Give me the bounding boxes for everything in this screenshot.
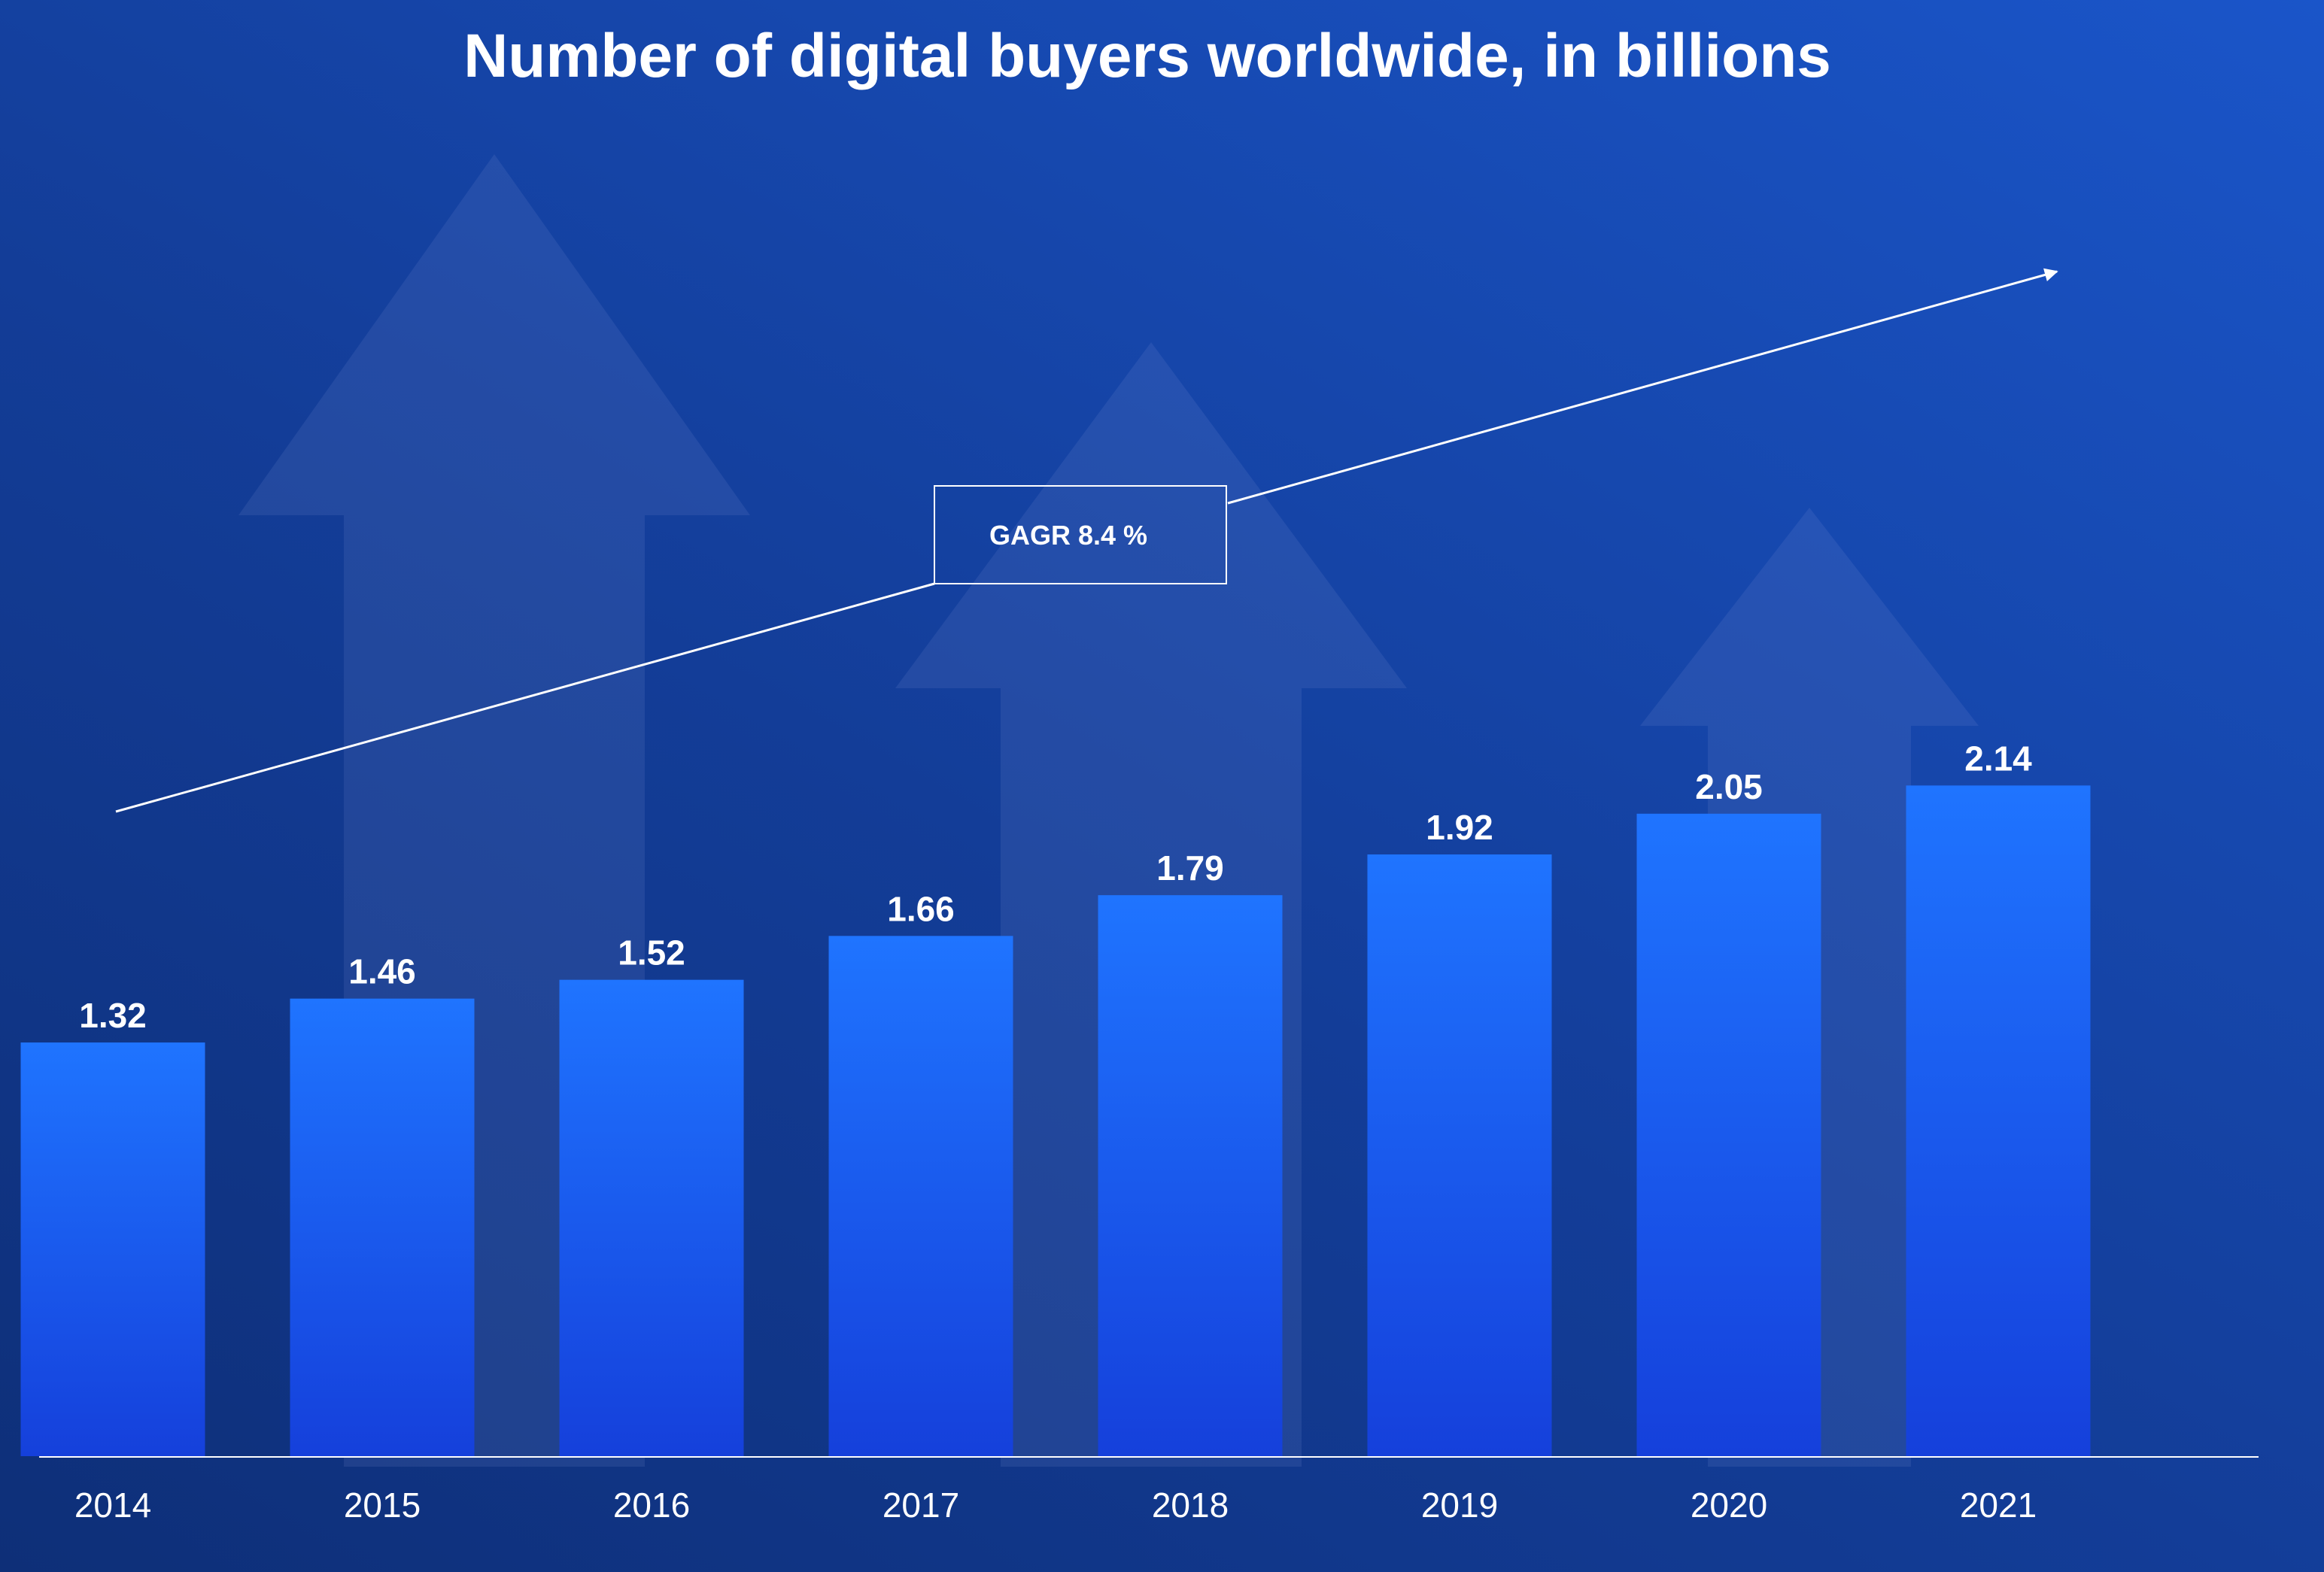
bar-2021 [1906,785,2091,1456]
value-label-2015: 1.46 [348,952,416,991]
value-label-2016: 1.52 [618,933,685,973]
trend-line-lower [115,582,935,813]
value-label-2020: 2.05 [1695,767,1763,806]
value-label-2017: 1.66 [887,889,955,928]
cagr-box [934,485,1227,584]
value-label-2019: 1.92 [1426,808,1493,847]
bar-2014 [20,1042,205,1456]
x-axis-tick-labels: 2014 2015 2016 2017 2018 2019 2020 2021 [74,1486,2037,1525]
bars-group [20,785,2091,1456]
x-tick-label-2020: 2020 [1691,1486,1767,1525]
x-tick-label-2016: 2016 [613,1486,690,1525]
x-tick-label-2017: 2017 [883,1486,959,1525]
value-label-2014: 1.32 [79,996,147,1035]
value-labels-group: 1.32 1.46 1.52 1.66 1.79 1.92 2.05 2.14 [79,739,2032,1035]
bar-2016 [559,979,744,1456]
trend-arrow-icon [1227,268,2058,505]
value-label-2021: 2.14 [1964,739,2032,778]
bar-2020 [1636,813,1821,1456]
cagr-label: GAGR 8.4 % [989,520,1147,551]
value-label-2018: 1.79 [1156,848,1224,888]
bar-2019 [1367,854,1552,1456]
x-tick-label-2021: 2021 [1960,1486,2037,1525]
x-tick-label-2015: 2015 [344,1486,421,1525]
bar-2017 [828,936,1013,1456]
bar-2015 [290,998,475,1456]
x-tick-label-2019: 2019 [1421,1486,1498,1525]
bar-2018 [1098,895,1283,1456]
x-tick-label-2018: 2018 [1152,1486,1229,1525]
chart-title: Number of digital buyers worldwide, in b… [463,22,1831,90]
x-tick-label-2014: 2014 [74,1486,151,1525]
trend-annotation: GAGR 8.4 % [115,268,2058,813]
